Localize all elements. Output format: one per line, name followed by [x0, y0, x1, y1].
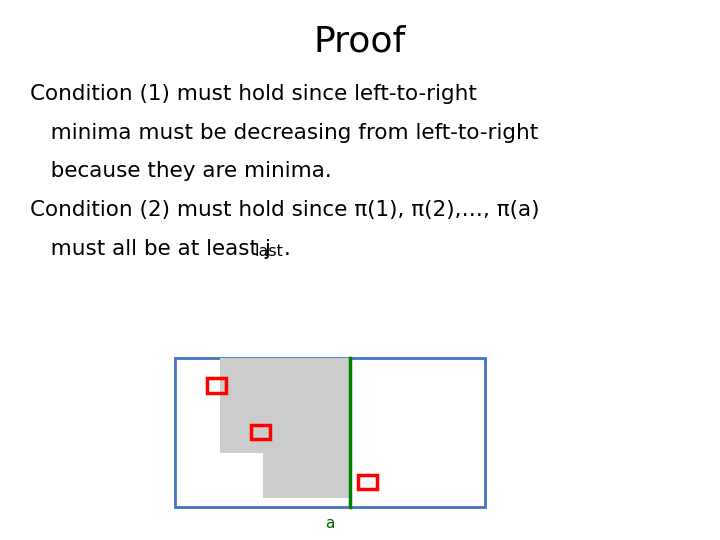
Text: last: last: [255, 244, 284, 259]
Text: .: .: [284, 239, 291, 259]
Text: because they are minima.: because they are minima.: [30, 161, 332, 181]
Text: must all be at least j: must all be at least j: [30, 239, 271, 259]
Text: a: a: [325, 516, 335, 531]
Text: Condition (2) must hold since π(1), π(2),…, π(a): Condition (2) must hold since π(1), π(2)…: [30, 200, 540, 220]
Text: Proof: Proof: [314, 24, 406, 58]
Text: minima must be decreasing from left-to-right: minima must be decreasing from left-to-r…: [30, 123, 539, 143]
Text: Condition (1) must hold since left-to-right: Condition (1) must hold since left-to-ri…: [30, 84, 477, 104]
